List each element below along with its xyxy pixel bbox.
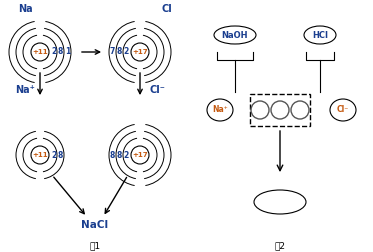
Text: 2: 2	[51, 47, 57, 56]
Text: Na⁺: Na⁺	[15, 85, 35, 95]
Text: 2: 2	[123, 47, 129, 56]
Text: 7: 7	[110, 47, 115, 56]
Text: Na: Na	[18, 4, 32, 14]
Text: Cl: Cl	[162, 4, 173, 14]
Text: Na⁺: Na⁺	[212, 106, 228, 114]
Text: 8: 8	[110, 150, 115, 160]
Text: 图2: 图2	[275, 241, 285, 250]
Text: 图1: 图1	[90, 241, 101, 250]
Text: NaCl: NaCl	[81, 220, 109, 230]
Text: +17: +17	[132, 49, 148, 55]
Text: 2: 2	[51, 150, 57, 160]
Text: 8: 8	[117, 47, 122, 56]
Text: HCl: HCl	[312, 30, 328, 40]
Text: 8: 8	[58, 47, 63, 56]
Text: 8: 8	[117, 150, 122, 160]
Text: Cl⁻: Cl⁻	[150, 85, 166, 95]
Text: 8: 8	[58, 150, 63, 160]
Text: 2: 2	[123, 150, 129, 160]
Text: +11: +11	[32, 152, 48, 158]
Text: 1: 1	[65, 47, 70, 56]
Text: +17: +17	[132, 152, 148, 158]
Text: Cl⁻: Cl⁻	[337, 106, 349, 114]
Text: +11: +11	[32, 49, 48, 55]
Text: NaOH: NaOH	[222, 30, 248, 40]
